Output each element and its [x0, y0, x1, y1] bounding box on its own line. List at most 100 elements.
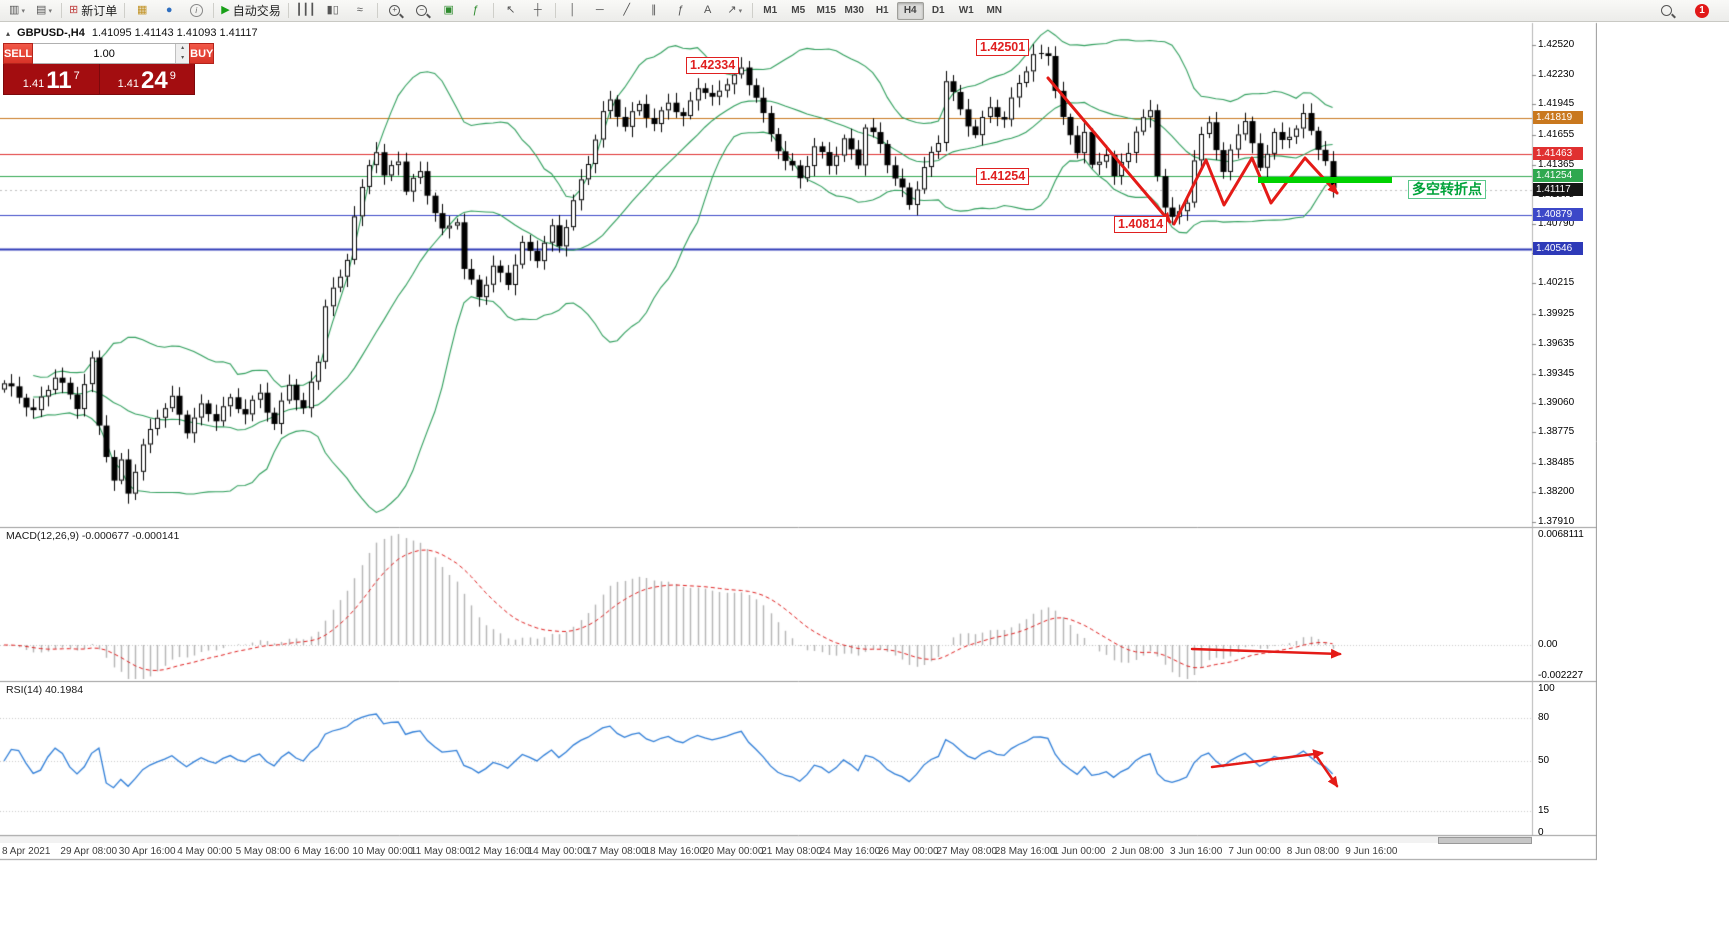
market-watch-icon: ▦	[137, 4, 148, 16]
market-watch-button[interactable]: ▦	[129, 2, 155, 20]
about-button[interactable]: i	[183, 2, 209, 20]
one-click-trading-panel: SELL ▴ ▾ BUY 1.41 11 7 1.41 24 9	[3, 43, 215, 95]
toolbar-right: 1	[1653, 2, 1725, 20]
timeframe-m5[interactable]: M5	[791, 5, 806, 16]
new-chart-button[interactable]: ▥ ▾	[4, 2, 30, 20]
rsi-scale-label: 0	[1538, 827, 1544, 838]
time-axis-label: 29 Apr 08:00	[60, 846, 118, 857]
new-chart-icon: ▥	[9, 4, 20, 16]
profiles-button[interactable]: ▤ ▾	[31, 2, 57, 20]
time-axis-label: 18 May 16:00	[644, 846, 705, 857]
notification-badge: 1	[1695, 3, 1709, 18]
toolbar-separator	[751, 3, 753, 18]
time-axis-label: 27 May 08:00	[936, 846, 997, 857]
price-annotation-box[interactable]: 1.41254	[976, 168, 1030, 185]
time-axis-label: 2 Jun 08:00	[1111, 846, 1164, 857]
timeframe-mn[interactable]: MN	[986, 5, 1002, 16]
scrollbar-thumb[interactable]	[1438, 837, 1532, 844]
volume-box: ▴ ▾	[33, 43, 190, 64]
bar-chart-mode-icon: ┃┃┃	[295, 4, 316, 16]
indicators-button[interactable]: ƒ	[463, 2, 489, 20]
indicators-icon: ƒ	[472, 4, 479, 16]
text-label-icon: A	[704, 4, 712, 16]
price-axis-tick: 1.39635	[1538, 337, 1575, 349]
ohlc-quote-label: 1.41095 1.41143 1.41093 1.41117	[91, 27, 258, 39]
arrow-tool-icon: ↗	[727, 4, 737, 16]
sell-price[interactable]: 1.41 11 7	[4, 64, 99, 94]
sell-button[interactable]: SELL	[3, 43, 34, 64]
macd-scale-label: 0.0068111	[1538, 529, 1584, 540]
volume-up-button[interactable]: ▴	[176, 44, 190, 54]
time-axis-label: 3 Jun 16:00	[1170, 846, 1223, 857]
crosshair-button[interactable]: ┼	[525, 2, 551, 20]
equidistant-channel-button[interactable]: ∥	[641, 2, 667, 20]
toolbar-separator	[554, 3, 556, 18]
zoom-in-button[interactable]: +	[382, 2, 408, 20]
time-axis-label: 28 May 16:00	[994, 846, 1056, 857]
price-annotation-box[interactable]: 1.42501	[976, 39, 1030, 56]
price-axis-tick: 1.39925	[1538, 307, 1575, 319]
time-axis-label: 1 Jun 00:00	[1053, 846, 1106, 857]
current-price-tag: 1.41117	[1533, 183, 1583, 197]
horizontal-scrollbar[interactable]	[0, 836, 1532, 844]
volume-down-button[interactable]: ▾	[176, 53, 190, 63]
timeframe-d1[interactable]: D1	[931, 5, 945, 16]
mql5-community-button[interactable]: ●	[156, 2, 182, 20]
text-label-button[interactable]: A	[695, 2, 721, 20]
vertical-line-button[interactable]: │	[560, 2, 586, 20]
bar-chart-mode-button[interactable]: ┃┃┃	[293, 2, 319, 20]
autotrading-label: 自动交易	[232, 4, 281, 18]
tile-windows-button[interactable]: ▣	[436, 2, 462, 20]
support-price-tag: 1.40879	[1533, 207, 1583, 221]
time-axis-label: 20 May 00:00	[702, 846, 764, 857]
buy-price-sup: 9	[169, 70, 176, 82]
volume-input[interactable]	[33, 44, 176, 63]
fibonacci-button[interactable]: ƒ	[668, 2, 694, 20]
price-annotation-box[interactable]: 1.42334	[686, 57, 740, 74]
price-axis-tick: 1.40790	[1538, 218, 1575, 229]
timeframe-h4[interactable]: H4	[896, 1, 924, 20]
volume-spinner: ▴ ▾	[175, 44, 190, 63]
price-axis-tick: 1.42230	[1538, 69, 1575, 80]
autotrading-button[interactable]: ▶ 自动交易	[218, 2, 283, 20]
timeframe-h1[interactable]: H1	[875, 5, 889, 16]
timeframe-m30[interactable]: M30	[844, 5, 864, 16]
search-button[interactable]	[1653, 2, 1679, 20]
notifications-button[interactable]: 1	[1689, 2, 1715, 20]
dropdown-caret-icon: ▾	[738, 7, 743, 15]
cursor-button[interactable]: ↖	[498, 2, 524, 20]
candlestick-mode-button[interactable]: ▮▯	[320, 2, 346, 20]
price-axis-tick: 1.38200	[1538, 485, 1575, 497]
macd-scale-label: 0.00	[1538, 639, 1558, 650]
zoom-in-icon: +	[389, 5, 401, 16]
support-highlight-line[interactable]	[1258, 177, 1392, 183]
trendline-button[interactable]: ╱	[614, 2, 640, 20]
one-click-toggle[interactable]: ▴	[6, 28, 11, 38]
timeframe-m1[interactable]: M1	[763, 5, 778, 16]
crosshair-icon: ┼	[533, 4, 542, 16]
toolbar-separator	[124, 3, 126, 18]
time-axis-label: 30 Apr 16:00	[118, 846, 176, 857]
buy-price[interactable]: 1.41 24 9	[98, 64, 195, 94]
sell-price-big: 11	[46, 67, 72, 94]
buy-button[interactable]: BUY	[189, 43, 215, 64]
price-annotation-box[interactable]: 1.40814	[1114, 216, 1168, 233]
dropdown-caret-icon: ▾	[48, 7, 52, 15]
horizontal-line-button[interactable]: ─	[587, 2, 613, 20]
price-axis-tick: 1.41945	[1538, 98, 1575, 110]
turning-point-label[interactable]: 多空转折点	[1408, 180, 1486, 199]
chart-plot-canvas[interactable]	[0, 0, 1597, 861]
timeframe-w1[interactable]: W1	[958, 5, 974, 16]
new-order-button[interactable]: ⊞ 新订单	[66, 2, 120, 20]
autotrading-icon: ▶	[221, 4, 230, 16]
line-chart-mode-button[interactable]: ≈	[347, 2, 373, 20]
time-axis-label: 8 Jun 08:00	[1286, 846, 1340, 857]
new-order-label: 新订单	[81, 4, 118, 18]
time-axis-label: 11 May 08:00	[410, 846, 471, 857]
arrow-tool-button[interactable]: ↗ ▾	[722, 2, 748, 20]
price-axis-tick: 1.38775	[1538, 426, 1575, 438]
zoom-out-button[interactable]: −	[409, 2, 435, 20]
pivot-price-tag: 1.41254	[1533, 168, 1583, 182]
time-axis-label: 9 Jun 16:00	[1345, 846, 1398, 857]
timeframe-m15[interactable]: M15	[816, 5, 836, 16]
